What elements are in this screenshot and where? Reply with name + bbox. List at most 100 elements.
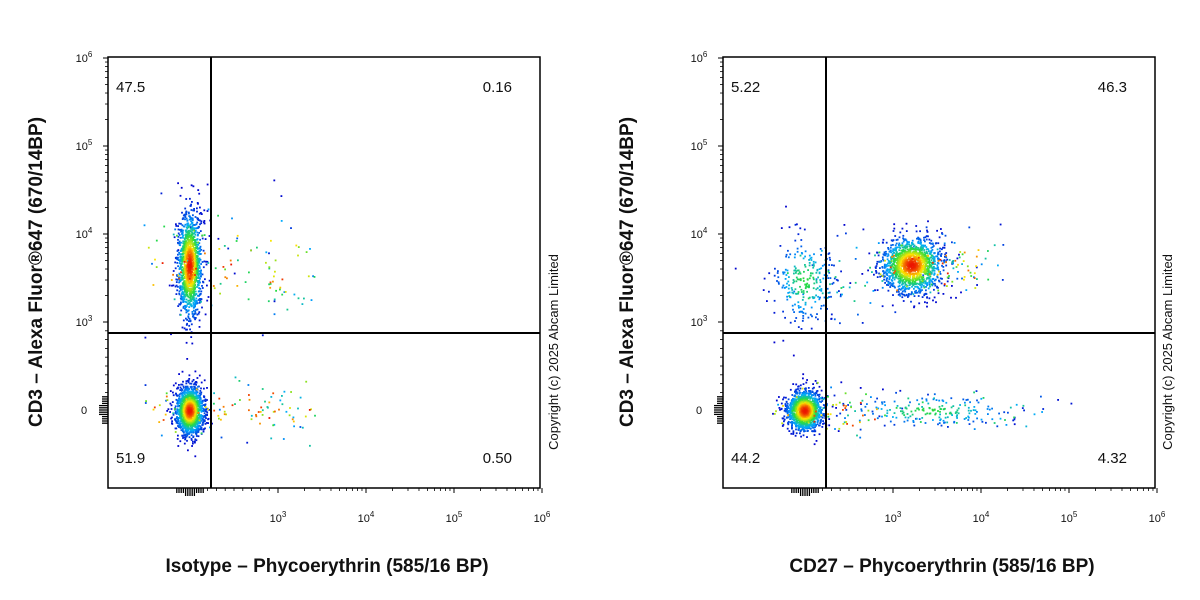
data-point — [926, 277, 929, 279]
data-point — [925, 399, 928, 402]
data-point — [175, 284, 178, 287]
data-point — [144, 402, 147, 404]
data-point — [919, 238, 922, 241]
data-point — [187, 285, 190, 287]
data-point — [856, 434, 858, 437]
data-point — [192, 263, 195, 266]
data-point — [898, 285, 901, 287]
data-point — [907, 281, 910, 284]
data-point — [177, 305, 180, 307]
data-point — [200, 212, 202, 214]
data-point — [170, 408, 173, 410]
data-point — [933, 272, 936, 275]
data-point — [144, 336, 147, 339]
data-point — [782, 310, 784, 313]
data-point — [204, 400, 207, 402]
data-point — [893, 412, 896, 414]
data-point — [195, 308, 197, 311]
data-point — [184, 433, 187, 436]
data-point — [936, 255, 939, 258]
data-point — [892, 230, 895, 232]
data-point — [189, 247, 192, 250]
data-point — [207, 418, 209, 421]
data-point — [884, 252, 886, 255]
data-point — [888, 250, 891, 253]
data-point — [188, 306, 191, 308]
data-point — [899, 231, 902, 234]
data-point — [813, 426, 815, 429]
data-point — [182, 307, 185, 309]
data-point — [180, 309, 183, 312]
data-point — [205, 417, 207, 419]
data-point — [890, 251, 893, 254]
data-point — [204, 238, 207, 240]
data-point — [814, 426, 816, 429]
data-point — [180, 258, 182, 261]
data-point — [197, 274, 200, 277]
data-point — [193, 409, 195, 412]
data-point — [785, 253, 788, 256]
data-point — [248, 394, 250, 396]
data-point — [791, 425, 793, 427]
data-point — [199, 287, 202, 290]
data-point — [186, 319, 188, 321]
data-point — [939, 410, 941, 413]
data-point — [923, 251, 926, 254]
data-point — [934, 282, 936, 285]
data-point — [179, 386, 182, 389]
data-point — [911, 239, 914, 242]
data-point — [799, 432, 801, 435]
data-point — [913, 306, 915, 309]
data-point — [941, 277, 943, 280]
data-point — [191, 248, 193, 250]
data-point — [195, 243, 198, 246]
data-point — [796, 250, 799, 253]
data-point — [261, 414, 264, 416]
data-point — [147, 246, 150, 249]
data-point — [912, 421, 915, 423]
data-point — [882, 388, 884, 391]
data-point — [815, 316, 817, 319]
data-point — [799, 278, 802, 280]
data-point — [933, 269, 936, 272]
data-point — [939, 247, 941, 250]
quadrant-label-lower-left: 51.9 — [116, 450, 145, 467]
data-point — [919, 280, 921, 283]
data-point — [195, 431, 198, 434]
data-point — [202, 266, 205, 269]
data-point — [934, 267, 937, 270]
data-point — [815, 294, 817, 297]
data-point — [791, 403, 793, 406]
data-point — [915, 225, 918, 227]
data-point — [773, 311, 776, 314]
y-tick-label: 106 — [76, 50, 93, 65]
data-point — [192, 442, 194, 445]
data-point — [786, 404, 789, 407]
data-point — [788, 276, 790, 278]
data-point — [194, 224, 197, 226]
data-point — [182, 419, 185, 421]
data-point — [886, 412, 889, 415]
data-point — [195, 383, 197, 386]
data-point — [802, 308, 805, 310]
data-point — [274, 259, 277, 262]
data-point — [201, 237, 204, 240]
data-point — [893, 278, 896, 281]
data-point — [183, 214, 186, 217]
data-point — [180, 389, 183, 392]
data-point — [901, 412, 904, 415]
data-point — [792, 418, 794, 421]
data-point — [201, 399, 204, 402]
data-point — [886, 264, 888, 266]
data-point — [866, 281, 869, 284]
data-point — [792, 308, 794, 311]
data-point — [194, 441, 196, 444]
data-point — [183, 246, 186, 249]
data-point — [189, 392, 192, 395]
data-point — [181, 392, 184, 394]
data-point — [950, 406, 953, 409]
data-point — [188, 229, 191, 232]
data-point — [924, 292, 927, 295]
data-point — [899, 280, 902, 282]
data-point — [192, 416, 195, 419]
